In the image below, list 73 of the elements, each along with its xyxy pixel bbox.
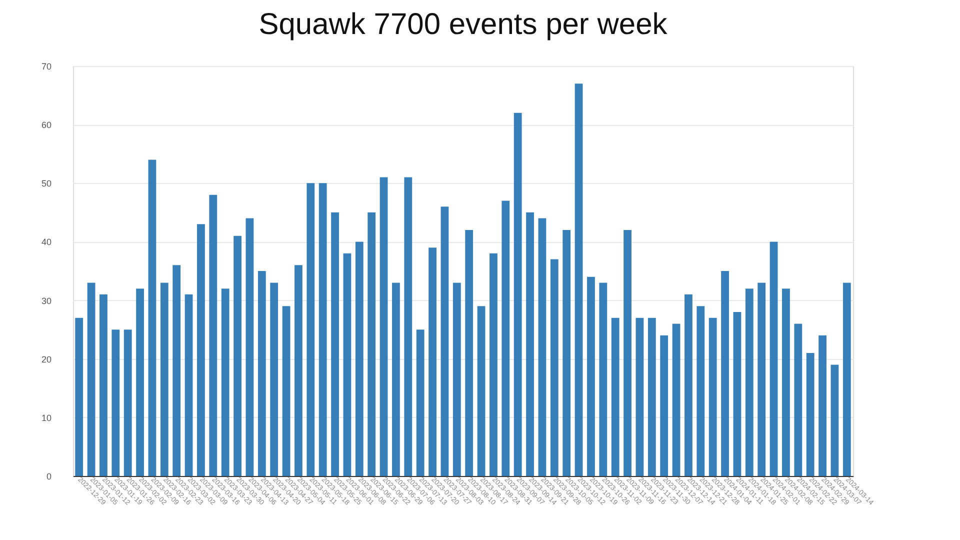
- bar: [490, 253, 498, 476]
- bar: [160, 282, 168, 476]
- y-tick-label: 50: [41, 178, 52, 189]
- bar: [526, 212, 534, 476]
- bar: [452, 282, 461, 476]
- bar: [331, 212, 339, 476]
- bar: [721, 271, 729, 476]
- bar: [514, 112, 522, 476]
- bar: [648, 318, 656, 476]
- y-tick-label: 20: [41, 354, 52, 364]
- y-tick-label: 40: [41, 237, 52, 248]
- bar: [209, 194, 218, 476]
- bar: [538, 218, 546, 476]
- bar: [465, 230, 474, 476]
- bar: [794, 324, 802, 476]
- bar: [770, 242, 778, 476]
- bar: [599, 282, 608, 476]
- bar: [124, 330, 132, 476]
- bar: [587, 276, 595, 476]
- bar: [818, 335, 826, 476]
- bar: [416, 330, 424, 476]
- bar: [477, 306, 486, 476]
- bar: [611, 318, 620, 476]
- bar: [318, 183, 327, 476]
- bar: [733, 312, 742, 476]
- y-tick-label: 70: [41, 62, 52, 72]
- bar: [782, 288, 790, 476]
- bar: [758, 282, 766, 476]
- bar: [197, 224, 205, 476]
- bar: [184, 294, 193, 476]
- bar: [100, 294, 108, 476]
- bar: [172, 265, 181, 476]
- bar: [87, 282, 96, 476]
- bar: [550, 259, 558, 476]
- bar: [830, 364, 839, 476]
- bar: [842, 282, 851, 476]
- bar: [708, 318, 717, 476]
- bar: [636, 318, 644, 476]
- bar: [440, 206, 449, 476]
- bar: [136, 288, 144, 476]
- bar: [282, 306, 290, 476]
- bar: [684, 294, 692, 476]
- bar: [624, 230, 632, 476]
- bar: [368, 212, 376, 476]
- bar: [392, 282, 400, 476]
- y-tick-label: 10: [41, 412, 52, 423]
- bar: [343, 253, 352, 476]
- bar: [258, 271, 266, 476]
- bar: [562, 230, 571, 476]
- bar: [574, 84, 583, 476]
- bar: [380, 177, 388, 476]
- bar: [246, 218, 254, 476]
- bar: [75, 318, 84, 476]
- chart-title: Squawk 7700 events per week: [258, 8, 668, 41]
- bar: [660, 335, 668, 476]
- bar: [672, 324, 680, 476]
- y-tick-label: 30: [41, 296, 52, 306]
- bar: [745, 288, 754, 476]
- bar: [112, 330, 120, 476]
- bar: [404, 177, 412, 476]
- bar: [806, 353, 814, 476]
- y-tick-label: 60: [41, 120, 52, 130]
- bar: [428, 248, 436, 476]
- y-tick-label: 0: [46, 472, 52, 482]
- bar: [696, 306, 705, 476]
- bar: [502, 200, 510, 476]
- bar: [270, 282, 278, 476]
- bar: [221, 288, 230, 476]
- bar: [355, 242, 364, 476]
- bar: [234, 236, 242, 476]
- bar: [294, 265, 302, 476]
- bar: [306, 183, 315, 476]
- bar: [148, 160, 156, 476]
